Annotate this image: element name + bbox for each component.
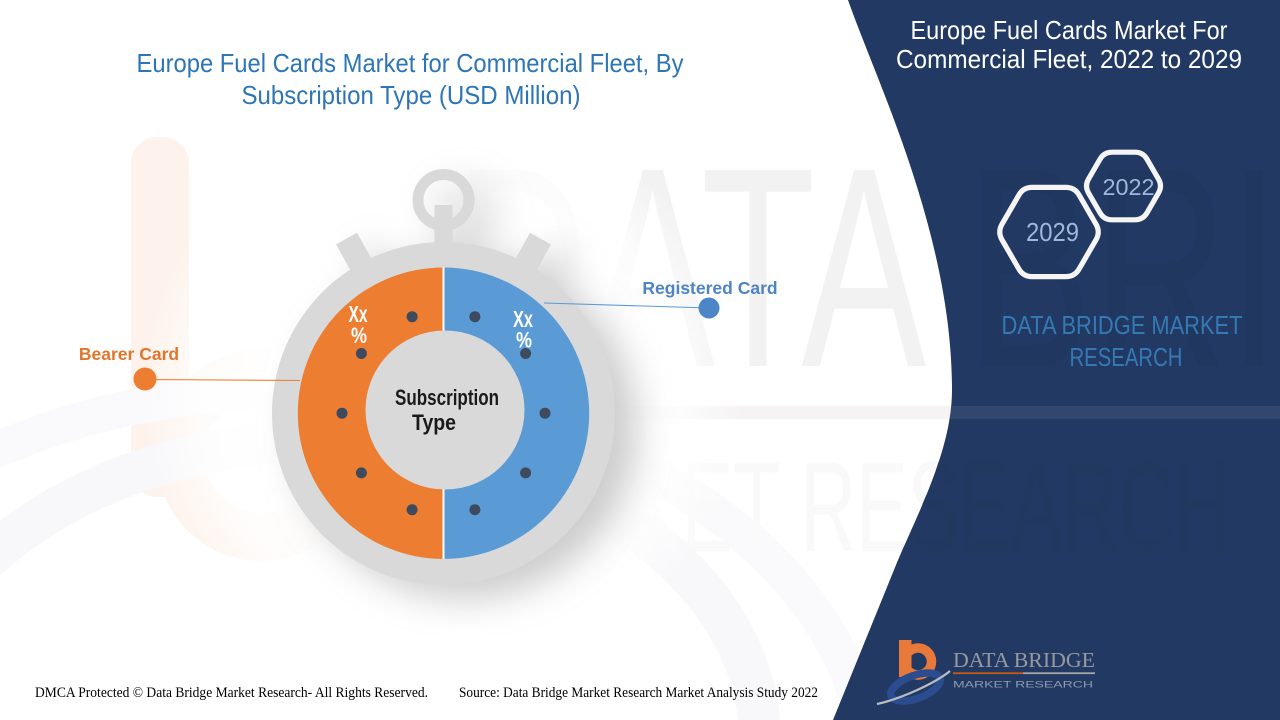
svg-text:DATA BRIDGE MARKET: DATA BRIDGE MARKET: [1002, 310, 1243, 340]
svg-text:%: %: [351, 323, 367, 348]
svg-text:DMCA Protected © Data Bridge M: DMCA Protected © Data Bridge Market Rese…: [35, 685, 428, 701]
svg-text:Europe Fuel Cards Market for C: Europe Fuel Cards Market for Commercial …: [137, 48, 684, 78]
svg-text:Type: Type: [412, 410, 456, 435]
svg-text:%: %: [516, 328, 532, 353]
svg-text:Europe Fuel Cards Market For: Europe Fuel Cards Market For: [911, 15, 1228, 45]
svg-text:Source: Data Bridge Market Res: Source: Data Bridge Market Research Mark…: [459, 685, 818, 701]
svg-text:RESEARCH: RESEARCH: [1070, 342, 1183, 372]
svg-text:Xx: Xx: [349, 301, 368, 327]
svg-text:DATA BRIDGE: DATA BRIDGE: [953, 648, 1095, 672]
svg-text:Commercial Fleet, 2022 to 2029: Commercial Fleet, 2022 to 2029: [896, 44, 1242, 74]
svg-text:Bearer Card: Bearer Card: [79, 344, 179, 364]
svg-text:2022: 2022: [1103, 174, 1155, 200]
svg-text:Xx: Xx: [513, 306, 533, 332]
svg-text:2029: 2029: [1026, 217, 1079, 247]
svg-text:MARKET RESEARCH: MARKET RESEARCH: [953, 680, 1093, 691]
svg-text:Subscription Type (USD Million: Subscription Type (USD Million): [242, 80, 581, 110]
svg-text:Registered Card: Registered Card: [642, 278, 777, 298]
svg-text:Subscription: Subscription: [395, 385, 499, 410]
